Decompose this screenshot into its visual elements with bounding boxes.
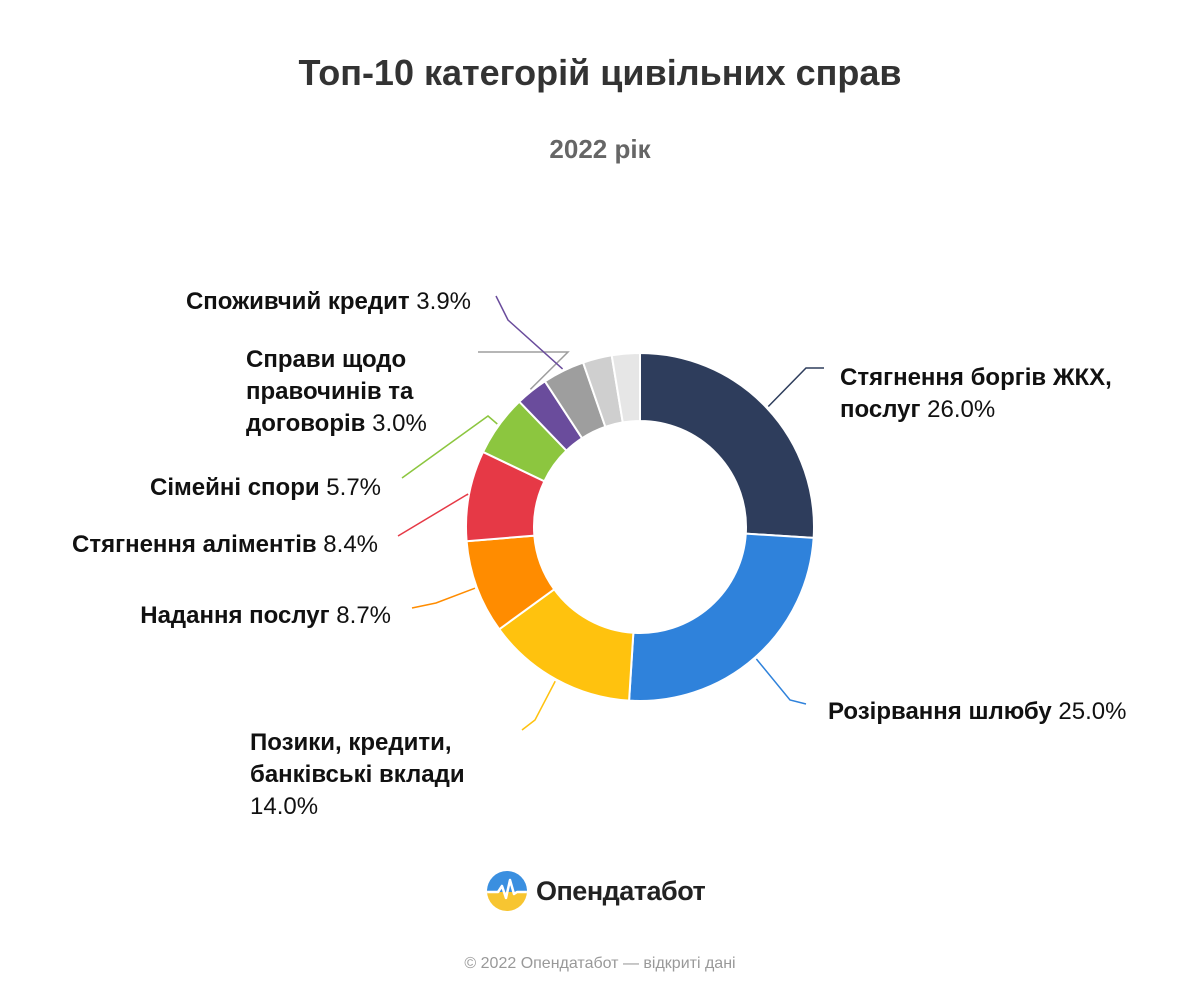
label-value: 8.7%: [336, 602, 391, 629]
label-housing-debts: Стягнення боргів ЖКХ, послуг 26.0%: [840, 362, 1160, 426]
slice-divorce: [628, 532, 815, 702]
label-contracts: Справи щодо правочинів та договорів 3.0%: [246, 344, 486, 440]
chart-title: Топ-10 категорій цивільних справ: [298, 52, 902, 93]
leader-line-housing-debts: [767, 367, 824, 408]
label-divorce: Розірвання шлюбу 25.0%: [828, 696, 1188, 728]
label-text: Позики, кредити, банківські вклади: [250, 729, 465, 788]
label-value: 26.0%: [927, 396, 996, 423]
label-loans: Позики, кредити, банківські вклади 14.0%: [250, 727, 530, 823]
label-value: 8.4%: [323, 531, 378, 558]
slice-other-2: [610, 351, 641, 424]
logo-text: Опендатабот: [536, 875, 706, 906]
chart-subtitle: 2022 рік: [549, 134, 651, 164]
label-text: Розірвання шлюбу: [828, 698, 1052, 725]
label-value: 3.9%: [416, 288, 471, 315]
opendatabot-logo-icon: [487, 871, 527, 911]
label-consumer-credit: Споживчий кредит 3.9%: [100, 286, 471, 318]
label-value: 14.0%: [250, 793, 319, 820]
label-value: 3.0%: [372, 410, 427, 437]
label-family-disputes: Сімейні спори 5.7%: [60, 472, 381, 504]
leader-line-services: [411, 587, 476, 609]
leader-line-family-disputes: [401, 415, 498, 479]
label-value: 5.7%: [326, 474, 381, 501]
leader-line-alimony: [397, 493, 469, 537]
label-text: Споживчий кредит: [185, 288, 410, 315]
label-text: Справи щодо правочинів та договорів: [246, 346, 414, 437]
leader-line-loans: [521, 680, 556, 731]
footer-copyright: © 2022 Опендатабот — відкриті дані: [464, 955, 736, 972]
label-text: Сімейні спори: [150, 474, 320, 501]
leader-line-contracts: [478, 351, 570, 390]
label-value: 25.0%: [1058, 698, 1127, 725]
label-text: Стягнення боргів ЖКХ, послуг: [840, 364, 1112, 423]
label-text: Стягнення аліментів: [71, 531, 317, 558]
label-text: Надання послуг: [140, 602, 330, 629]
label-services: Надання послуг 8.7%: [40, 600, 391, 632]
slice-housing-debts: [639, 351, 815, 539]
leader-line-divorce: [755, 658, 807, 705]
opendatabot-logo: Опендатабот: [486, 870, 706, 912]
leader-line-consumer-credit: [495, 295, 564, 370]
label-alimony: Стягнення аліментів 8.4%: [10, 529, 378, 561]
